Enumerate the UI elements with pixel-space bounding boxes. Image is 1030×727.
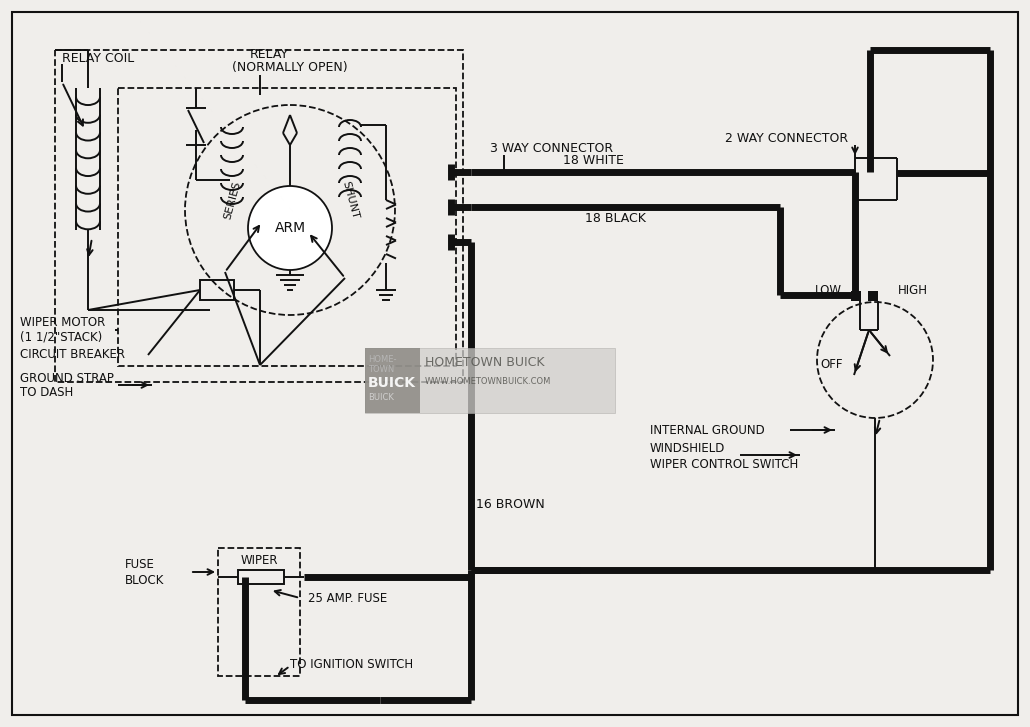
Text: GROUND STRAP: GROUND STRAP bbox=[20, 371, 114, 385]
Text: 25 AMP. FUSE: 25 AMP. FUSE bbox=[308, 592, 387, 604]
Text: 18 BLACK: 18 BLACK bbox=[585, 212, 646, 225]
Bar bbox=[218, 548, 300, 676]
Bar bbox=[118, 88, 456, 366]
Text: 2 WAY CONNECTOR: 2 WAY CONNECTOR bbox=[725, 132, 848, 145]
Text: LOW: LOW bbox=[815, 284, 842, 297]
Text: RELAY: RELAY bbox=[250, 49, 289, 62]
Text: 16 BROWN: 16 BROWN bbox=[476, 499, 545, 512]
Text: TO IGNITION SWITCH: TO IGNITION SWITCH bbox=[290, 659, 413, 672]
Bar bbox=[868, 291, 878, 301]
Text: OFF: OFF bbox=[820, 358, 843, 371]
Text: TOWN: TOWN bbox=[368, 366, 394, 374]
Text: WWW.HOMETOWNBUICK.COM: WWW.HOMETOWNBUICK.COM bbox=[425, 377, 551, 387]
Text: WINDSHIELD: WINDSHIELD bbox=[650, 441, 725, 454]
Bar bbox=[365, 348, 420, 413]
Text: ARM: ARM bbox=[274, 221, 306, 235]
Bar bbox=[200, 280, 234, 300]
Text: (NORMALLY OPEN): (NORMALLY OPEN) bbox=[232, 62, 347, 74]
Text: TO DASH: TO DASH bbox=[20, 387, 73, 400]
Text: BLOCK: BLOCK bbox=[125, 574, 165, 587]
Text: 3 WAY CONNECTOR: 3 WAY CONNECTOR bbox=[490, 142, 613, 155]
Text: CIRCUIT BREAKER: CIRCUIT BREAKER bbox=[20, 348, 125, 361]
Text: FUSE: FUSE bbox=[125, 558, 154, 571]
Text: SHUNT: SHUNT bbox=[340, 180, 359, 220]
Bar bbox=[851, 291, 861, 301]
Text: WIPER: WIPER bbox=[240, 553, 278, 566]
Bar bbox=[365, 348, 615, 413]
Text: (1 1/2"STACK): (1 1/2"STACK) bbox=[20, 331, 102, 343]
Text: 18 WHITE: 18 WHITE bbox=[563, 153, 624, 166]
Text: BUICK: BUICK bbox=[368, 376, 416, 390]
Text: INTERNAL GROUND: INTERNAL GROUND bbox=[650, 424, 764, 436]
Circle shape bbox=[248, 186, 332, 270]
Text: WIPER CONTROL SWITCH: WIPER CONTROL SWITCH bbox=[650, 457, 798, 470]
Bar bbox=[55, 50, 464, 382]
Bar bbox=[238, 570, 284, 584]
Text: BUICK: BUICK bbox=[368, 393, 393, 401]
Text: WIPER MOTOR: WIPER MOTOR bbox=[20, 316, 105, 329]
Text: HOME-: HOME- bbox=[368, 356, 397, 364]
Text: HOMETOWN BUICK: HOMETOWN BUICK bbox=[425, 356, 545, 369]
Text: HIGH: HIGH bbox=[898, 284, 928, 297]
Text: SERIES: SERIES bbox=[222, 180, 242, 220]
Text: RELAY COIL: RELAY COIL bbox=[62, 52, 134, 65]
